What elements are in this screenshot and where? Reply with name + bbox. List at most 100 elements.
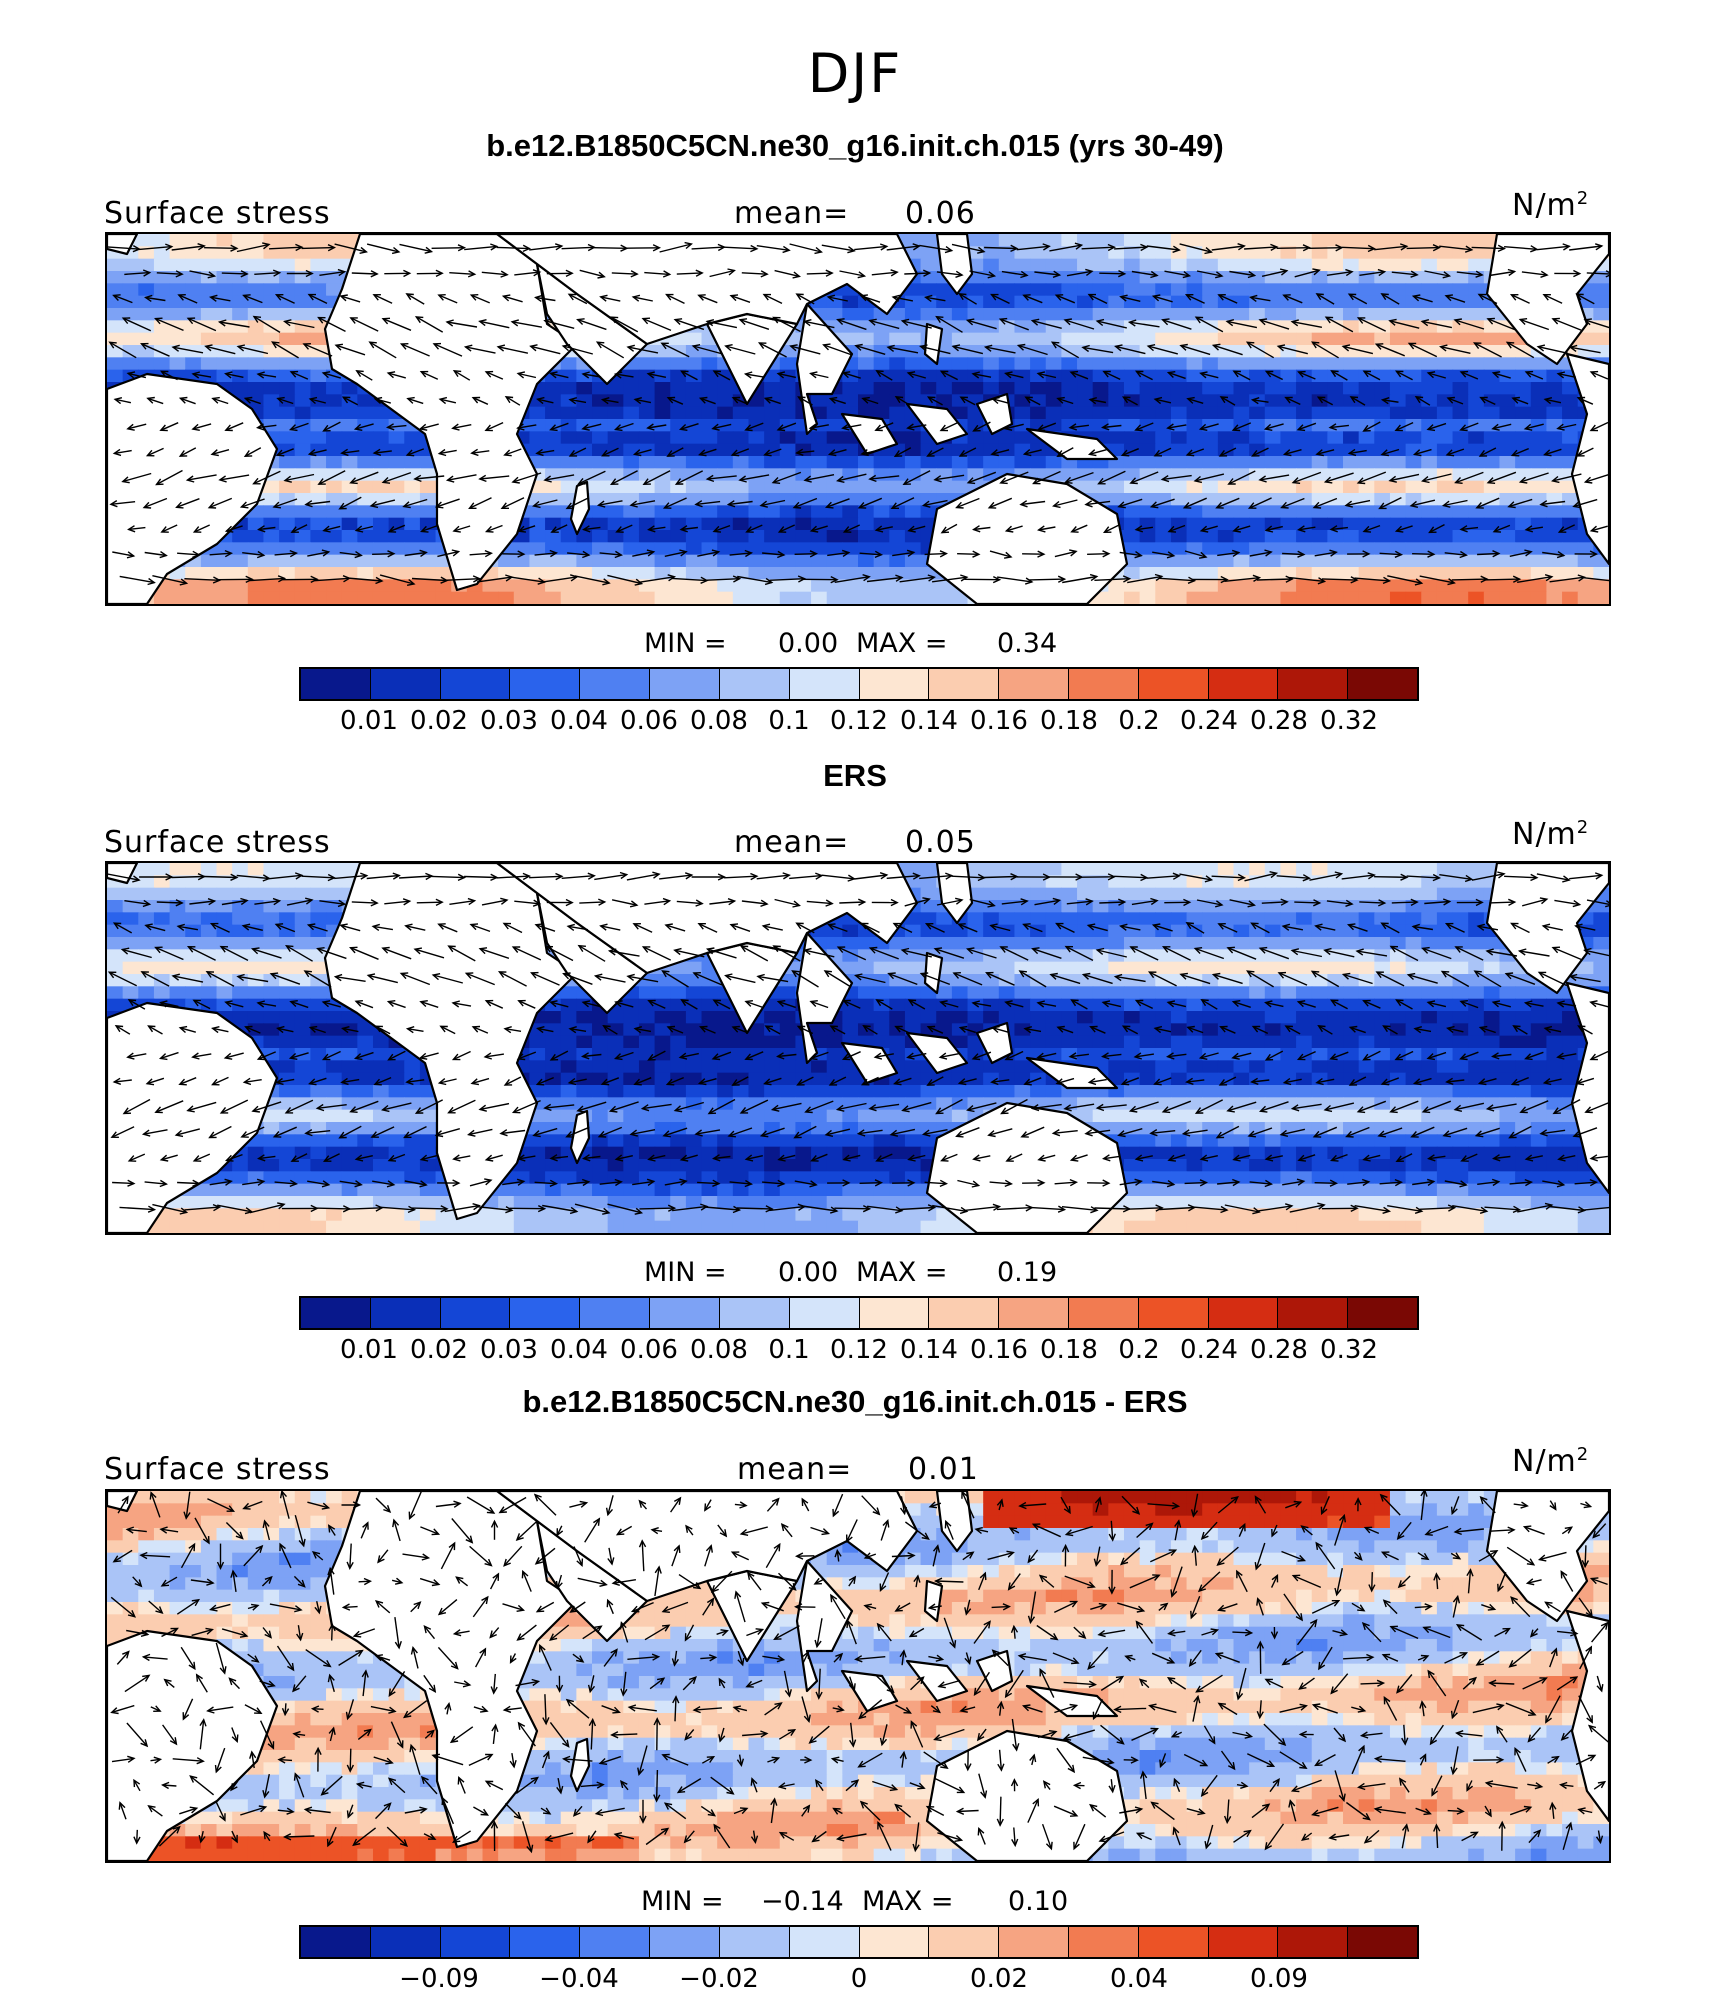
panel-1-units-base: N/m (1512, 188, 1577, 223)
panel-1-map (105, 232, 1611, 606)
colorbar-tick-label: 0.08 (690, 1335, 748, 1365)
colorbar-swatch (1068, 669, 1139, 699)
colorbar-tick-label: 0.12 (830, 706, 888, 736)
panel-3-variable-label: Surface stress (104, 1452, 331, 1487)
panel-2-title: ERS (823, 758, 887, 793)
colorbar-swatch (580, 1298, 651, 1328)
colorbar-swatch (510, 1927, 581, 1957)
colorbar-tick-label: 0.28 (1250, 706, 1308, 736)
panel-3-colorbar (299, 1925, 1419, 1959)
colorbar-swatch (859, 1927, 930, 1957)
panel-1-max-value: 0.34 (997, 628, 1058, 659)
panel-1-mean-label: mean= (734, 196, 850, 231)
panel-1-min-value: 0.00 (778, 628, 839, 659)
colorbar-swatch (370, 669, 441, 699)
panel-2-units-base: N/m (1512, 817, 1577, 852)
colorbar-tick-label: 0.28 (1250, 1335, 1308, 1365)
colorbar-swatch (440, 669, 511, 699)
colorbar-tick-label: 0.14 (900, 1335, 958, 1365)
panel-1-variable-label: Surface stress (104, 196, 331, 231)
colorbar-tick-label: 0.18 (1040, 706, 1098, 736)
colorbar-swatch (510, 1298, 581, 1328)
land-masses (107, 863, 1609, 1233)
colorbar-tick-label: 0.32 (1320, 706, 1378, 736)
colorbar-swatch (719, 1927, 790, 1957)
colorbar-tick-label: −0.04 (539, 1964, 619, 1994)
panel-3-min-label: MIN = (641, 1886, 724, 1917)
colorbar-swatch (1068, 1298, 1139, 1328)
panel-3-min-value: −0.14 (761, 1886, 844, 1917)
panel-2-min-value: 0.00 (778, 1257, 839, 1288)
panel-3-max-label: MAX = (862, 1886, 954, 1917)
colorbar-tick-label: 0.04 (550, 706, 608, 736)
colorbar-swatch (1208, 669, 1279, 699)
colorbar-swatch (1278, 669, 1349, 699)
panel-3-max-value: 0.10 (1008, 1886, 1069, 1917)
colorbar-swatch (1348, 669, 1417, 699)
panel-1-min-label: MIN = (644, 628, 727, 659)
panel-1-colorbar (299, 667, 1419, 701)
panel-2-mean-label: mean= (734, 825, 850, 860)
colorbar-tick-label: 0.06 (620, 1335, 678, 1365)
colorbar-tick-label: 0.02 (410, 706, 468, 736)
panel-2-units-exponent: 2 (1576, 817, 1590, 838)
land-masses (107, 1491, 1609, 1861)
colorbar-swatch (999, 1298, 1069, 1328)
stress-vectors (110, 1491, 1609, 1854)
colorbar-swatch (370, 1298, 441, 1328)
colorbar-swatch (929, 1927, 1000, 1957)
colorbar-swatch (650, 1298, 720, 1328)
colorbar-swatch (789, 1927, 860, 1957)
colorbar-swatch (1208, 1927, 1279, 1957)
colorbar-swatch (1348, 1298, 1417, 1328)
colorbar-tick-label: 0.01 (340, 1335, 398, 1365)
colorbar-swatch (859, 669, 930, 699)
panel-2-map (105, 861, 1611, 1235)
colorbar-tick-label: 0.04 (550, 1335, 608, 1365)
stress-vectors (107, 871, 1609, 1215)
colorbar-tick-label: 0.08 (690, 706, 748, 736)
panel-3-units-base: N/m (1512, 1444, 1577, 1479)
colorbar-swatch (1208, 1298, 1279, 1328)
colorbar-tick-label: 0.2 (1118, 1335, 1160, 1365)
panel-3-units: N/m2 (1512, 1444, 1589, 1479)
panel-3-units-exponent: 2 (1576, 1444, 1590, 1465)
colorbar-swatch (650, 669, 720, 699)
colorbar-swatch (859, 1298, 930, 1328)
colorbar-swatch (1138, 669, 1209, 699)
colorbar-tick-label: −0.02 (679, 1964, 759, 1994)
figure-title: DJF (807, 42, 903, 105)
colorbar-tick-label: 0.06 (620, 706, 678, 736)
panel-2-max-label: MAX = (856, 1257, 948, 1288)
colorbar-swatch (1138, 1298, 1209, 1328)
panel-1-map-svg (107, 234, 1609, 604)
colorbar-swatch (301, 669, 371, 699)
colorbar-tick-label: 0.03 (480, 1335, 538, 1365)
colorbar-swatch (301, 1927, 371, 1957)
colorbar-swatch (301, 1298, 371, 1328)
panel-3-title: b.e12.B1850C5CN.ne30_g16.init.ch.015 - E… (522, 1384, 1188, 1419)
colorbar-tick-label: 0.09 (1250, 1964, 1308, 1994)
colorbar-tick-label: 0.1 (768, 706, 810, 736)
colorbar-swatch (999, 1927, 1069, 1957)
colorbar-swatch (510, 669, 581, 699)
panel-2-variable-label: Surface stress (104, 825, 331, 860)
colorbar-tick-label: 0.14 (900, 706, 958, 736)
colorbar-swatch (1068, 1927, 1139, 1957)
colorbar-tick-label: 0.1 (768, 1335, 810, 1365)
colorbar-swatch (1348, 1927, 1417, 1957)
panel-2-map-svg (107, 863, 1609, 1233)
colorbar-tick-label: 0.03 (480, 706, 538, 736)
colorbar-tick-label: −0.09 (399, 1964, 479, 1994)
panel-2-mean-value: 0.05 (905, 825, 976, 860)
colorbar-tick-label: 0.02 (970, 1964, 1028, 1994)
panel-2-min-label: MIN = (644, 1257, 727, 1288)
colorbar-tick-label: 0.32 (1320, 1335, 1378, 1365)
panel-2-units: N/m2 (1512, 817, 1589, 852)
stress-vectors (107, 241, 1609, 586)
colorbar-swatch (650, 1927, 720, 1957)
colorbar-tick-label: 0.02 (410, 1335, 468, 1365)
panel-2-colorbar-ticks: 0.01 0.02 0.03 0.04 0.06 0.08 0.1 0.12 0.14 0.16 0… (299, 1335, 1419, 1367)
colorbar-tick-label: 0.2 (1118, 706, 1160, 736)
panel-1-colorbar-ticks: 0.01 0.02 0.03 0.04 0.06 0.08 0.1 0.12 0.14 0.16 0… (299, 706, 1419, 738)
